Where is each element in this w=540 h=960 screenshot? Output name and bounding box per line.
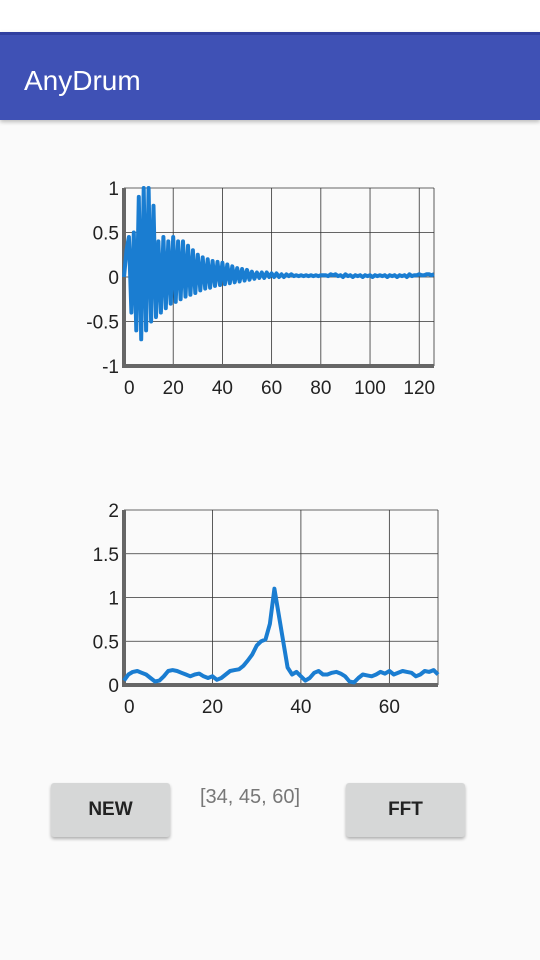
- x-tick-label: 60: [379, 697, 400, 718]
- x-tick-label: 40: [212, 378, 233, 399]
- app-title: AnyDrum: [24, 65, 141, 96]
- x-tick-label: 0: [124, 697, 135, 718]
- x-tick-label: 20: [163, 378, 184, 399]
- series-line: [122, 186, 435, 342]
- x-tick-label: 80: [310, 378, 331, 399]
- y-tick-label: -1: [102, 357, 119, 378]
- waveform-chart: 10.50-0.5-10 20 40 60 80 100 120: [86, 179, 435, 399]
- x-tick-label: 100: [354, 378, 386, 399]
- y-tick-label: 1.5: [93, 545, 119, 566]
- x-tick-label: 120: [403, 378, 435, 399]
- y-tick-label: 1: [108, 179, 119, 200]
- x-tick-label: 20: [202, 697, 223, 718]
- series-line: [122, 586, 440, 685]
- fft-button[interactable]: FFT: [346, 783, 465, 837]
- app-bar: AnyDrum: [0, 32, 540, 120]
- fft-chart: 2 1.5 1 0.5 00 20 40 60: [93, 501, 440, 718]
- y-tick-label: -0.5: [86, 313, 119, 334]
- y-tick-label: 0: [108, 676, 119, 697]
- x-tick-label: 0: [124, 378, 135, 399]
- x-tick-label: 60: [261, 378, 282, 399]
- y-tick-label: 0.5: [93, 224, 119, 245]
- x-tick-label: 40: [290, 697, 311, 718]
- y-tick-label: 2: [108, 501, 119, 522]
- y-tick-label: 0.5: [93, 632, 119, 653]
- new-button[interactable]: NEW: [51, 783, 170, 837]
- y-tick-label: 1: [108, 589, 119, 610]
- peaks-readout: [34, 45, 60]: [199, 786, 301, 808]
- y-tick-label: 0: [108, 268, 119, 289]
- status-bar: [0, 0, 540, 32]
